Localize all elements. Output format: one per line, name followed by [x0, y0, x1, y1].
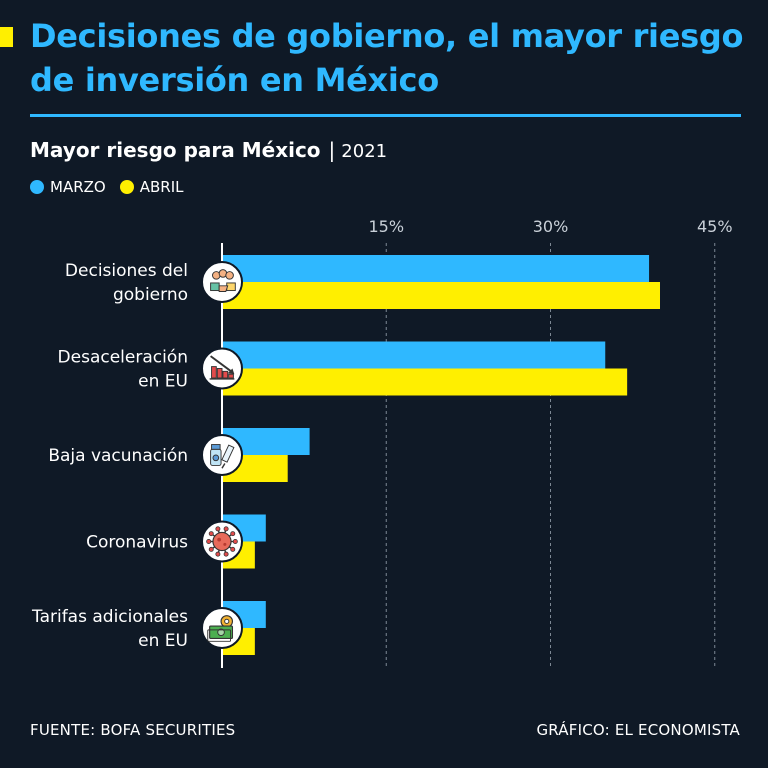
title-divider [30, 114, 741, 117]
legend-item-marzo: MARZO [30, 177, 106, 197]
spike-tip [208, 531, 214, 537]
icon-badge [201, 434, 243, 476]
virus-spot [217, 537, 222, 542]
vaccine-icon [201, 434, 243, 476]
legend-swatch-abril [119, 180, 134, 194]
spike-tip [223, 526, 229, 532]
bar-shape [228, 373, 234, 379]
chart-title: Decisiones de gobierno, el mayor riesgo … [30, 17, 744, 99]
bar-shape [211, 366, 217, 379]
category-label: Coronavirus [86, 533, 188, 553]
category-label: Baja vacunación [48, 446, 188, 466]
gear-hole [224, 618, 230, 624]
money-gear-icon [201, 607, 243, 649]
icon-artwork [210, 444, 235, 469]
subtitle-text: Mayor riesgo para México [30, 138, 321, 162]
x-tick-label: 15% [368, 217, 404, 236]
legend-item-abril: ABRIL [119, 177, 184, 197]
legend-label-marzo: MARZO [50, 178, 106, 196]
source-note: FUENTE: BOFA SECURITIES [30, 721, 236, 739]
arrow-head [227, 368, 235, 375]
spike-tip [215, 526, 221, 532]
subtitle-year: 2021 [341, 141, 388, 162]
virus-spot [223, 542, 227, 546]
bar-shape [216, 368, 223, 379]
hand-shape [218, 285, 229, 292]
spike-tip [223, 551, 229, 557]
bar-abril [222, 368, 628, 396]
icon-artwork [207, 615, 234, 642]
spike-tip [230, 546, 236, 552]
banknote-seal [217, 628, 225, 637]
category-label: Decisiones del gobierno [65, 261, 188, 305]
syringe-needle [221, 463, 226, 469]
x-tick-label: 45% [697, 217, 733, 236]
sleeve-shape [210, 282, 220, 292]
credit-note: GRÁFICO: EL ECONOMISTA [536, 721, 740, 739]
legend-label-abril: ABRIL [139, 178, 184, 196]
icon-artwork [210, 269, 236, 292]
spike-tip [230, 531, 236, 537]
syringe-body [221, 444, 235, 463]
spike-tip [206, 539, 212, 544]
spike-tip [215, 551, 221, 557]
vial-label [212, 454, 220, 462]
bar-shape [222, 370, 229, 379]
trend-line [210, 355, 234, 374]
icon-artwork [209, 355, 235, 380]
team-handshake-icon [201, 261, 243, 303]
coronavirus-icon [201, 520, 243, 563]
accent-bar [0, 27, 13, 47]
head-shape [225, 271, 234, 280]
virus-core [212, 531, 232, 552]
vial-cap [211, 444, 221, 450]
subtitle-separator: | [328, 138, 336, 162]
bar-marzo [222, 341, 606, 369]
category-label: Desaceleración en EU [58, 348, 188, 392]
chart-subtitle: Mayor riesgo para México | 2021 [30, 136, 387, 166]
spike-tip [208, 546, 214, 552]
spike-tip [232, 539, 238, 544]
legend: MARZO ABRIL [30, 177, 183, 197]
category-label: Tarifas adicionales en EU [31, 607, 188, 651]
x-tick-label: 30% [533, 217, 569, 236]
icon-artwork [206, 526, 238, 557]
bar-marzo [222, 255, 650, 282]
banknote-back [207, 629, 232, 642]
bar-abril [222, 282, 660, 309]
legend-swatch-marzo [30, 180, 44, 194]
declining-chart-icon [201, 347, 243, 390]
icon-badge [201, 261, 243, 303]
sleeve-shape [226, 282, 236, 292]
